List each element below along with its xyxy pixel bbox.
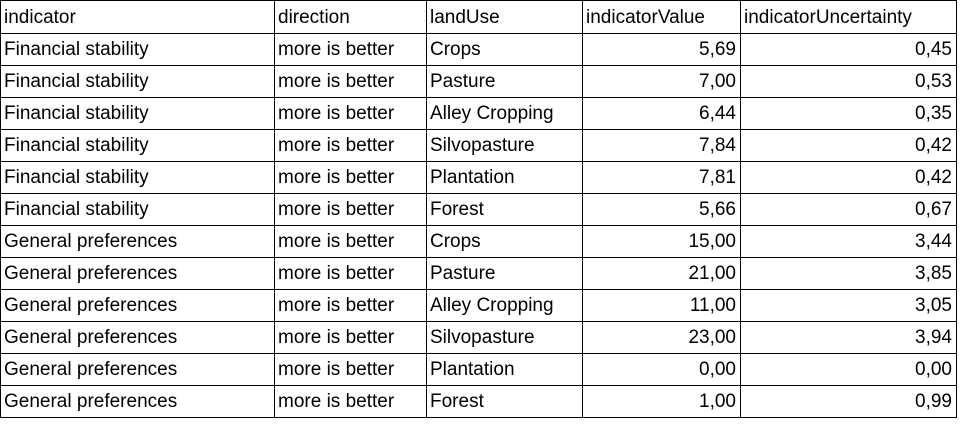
table-row: General preferences more is better Forest 1… [0, 385, 957, 418]
cell-indicator-uncertainty[interactable]: 0,42 [740, 161, 957, 194]
cell-land-use[interactable]: Crops [426, 33, 583, 66]
cell-indicator[interactable]: Financial stability [0, 97, 275, 130]
cell-indicator-uncertainty[interactable]: 0,53 [740, 65, 957, 98]
header-cell-indicator-value[interactable]: indicatorValue [582, 0, 741, 34]
table-row: General preferences more is better Crops 15… [0, 225, 957, 258]
cell-indicator[interactable]: Financial stability [0, 33, 275, 66]
cell-land-use[interactable]: Silvopasture [426, 321, 583, 354]
cell-direction[interactable]: more is better [274, 193, 427, 226]
table-row: Financial stability more is better Alley C… [0, 97, 957, 130]
cell-land-use[interactable]: Silvopasture [426, 129, 583, 162]
cell-indicator[interactable]: General preferences [0, 321, 275, 354]
table-row: General preferences more is better Alley C… [0, 289, 957, 322]
cell-indicator-value[interactable]: 7,81 [582, 161, 741, 194]
cell-indicator-uncertainty[interactable]: 3,94 [740, 321, 957, 354]
cell-indicator[interactable]: General preferences [0, 289, 275, 322]
cell-indicator[interactable]: General preferences [0, 225, 275, 258]
cell-indicator[interactable]: General preferences [0, 353, 275, 386]
cell-indicator-uncertainty[interactable]: 3,44 [740, 225, 957, 258]
cell-indicator-value[interactable]: 21,00 [582, 257, 741, 290]
cell-indicator[interactable]: General preferences [0, 257, 275, 290]
cell-direction[interactable]: more is better [274, 33, 427, 66]
table-row: General preferences more is better Plantat… [0, 353, 957, 386]
cell-indicator-value[interactable]: 11,00 [582, 289, 741, 322]
cell-indicator-value[interactable]: 1,00 [582, 385, 741, 418]
cell-indicator-value[interactable]: 23,00 [582, 321, 741, 354]
cell-indicator[interactable]: Financial stability [0, 65, 275, 98]
table-row: Financial stability more is better Silvopa… [0, 129, 957, 162]
cell-direction[interactable]: more is better [274, 161, 427, 194]
cell-indicator-uncertainty[interactable]: 0,99 [740, 385, 957, 418]
cell-indicator-uncertainty[interactable]: 3,85 [740, 257, 957, 290]
cell-land-use[interactable]: Alley Cropping [426, 97, 583, 130]
header-cell-direction[interactable]: direction [274, 0, 427, 34]
data-table: indicator direction landUse indicatorVal… [0, 0, 957, 418]
cell-indicator-value[interactable]: 6,44 [582, 97, 741, 130]
cell-indicator-uncertainty[interactable]: 0,42 [740, 129, 957, 162]
table-row: Financial stability more is better Crops 5,… [0, 33, 957, 66]
cell-land-use[interactable]: Pasture [426, 65, 583, 98]
cell-indicator[interactable]: Financial stability [0, 129, 275, 162]
cell-direction[interactable]: more is better [274, 129, 427, 162]
cell-indicator-uncertainty[interactable]: 0,00 [740, 353, 957, 386]
cell-direction[interactable]: more is better [274, 97, 427, 130]
cell-direction[interactable]: more is better [274, 65, 427, 98]
cell-direction[interactable]: more is better [274, 257, 427, 290]
table-row: Financial stability more is better Forest 5… [0, 193, 957, 226]
cell-indicator-value[interactable]: 7,00 [582, 65, 741, 98]
cell-direction[interactable]: more is better [274, 225, 427, 258]
table-row: Financial stability more is better Pasture… [0, 65, 957, 98]
cell-land-use[interactable]: Plantation [426, 161, 583, 194]
table-body: Financial stability more is better Crops 5,… [0, 33, 957, 418]
cell-indicator[interactable]: General preferences [0, 385, 275, 418]
cell-land-use[interactable]: Alley Cropping [426, 289, 583, 322]
cell-land-use[interactable]: Plantation [426, 353, 583, 386]
cell-indicator-uncertainty[interactable]: 0,35 [740, 97, 957, 130]
cell-direction[interactable]: more is better [274, 321, 427, 354]
cell-indicator-uncertainty[interactable]: 3,05 [740, 289, 957, 322]
cell-indicator-value[interactable]: 15,00 [582, 225, 741, 258]
cell-land-use[interactable]: Forest [426, 193, 583, 226]
header-cell-indicator-uncertainty[interactable]: indicatorUncertainty [740, 0, 957, 34]
table-row: General preferences more is better Silvopa… [0, 321, 957, 354]
table-row: General preferences more is better Pasture… [0, 257, 957, 290]
cell-direction[interactable]: more is better [274, 385, 427, 418]
cell-land-use[interactable]: Forest [426, 385, 583, 418]
header-cell-land-use[interactable]: landUse [426, 0, 583, 34]
cell-direction[interactable]: more is better [274, 353, 427, 386]
header-cell-indicator[interactable]: indicator [0, 0, 275, 34]
cell-land-use[interactable]: Pasture [426, 257, 583, 290]
cell-indicator-value[interactable]: 7,84 [582, 129, 741, 162]
table-row: Financial stability more is better Plantat… [0, 161, 957, 194]
header-row: indicator direction landUse indicatorVal… [0, 0, 957, 34]
cell-indicator-value[interactable]: 0,00 [582, 353, 741, 386]
cell-indicator-uncertainty[interactable]: 0,67 [740, 193, 957, 226]
cell-direction[interactable]: more is better [274, 289, 427, 322]
cell-indicator[interactable]: Financial stability [0, 161, 275, 194]
cell-indicator-value[interactable]: 5,66 [582, 193, 741, 226]
cell-land-use[interactable]: Crops [426, 225, 583, 258]
cell-indicator-value[interactable]: 5,69 [582, 33, 741, 66]
cell-indicator-uncertainty[interactable]: 0,45 [740, 33, 957, 66]
cell-indicator[interactable]: Financial stability [0, 193, 275, 226]
